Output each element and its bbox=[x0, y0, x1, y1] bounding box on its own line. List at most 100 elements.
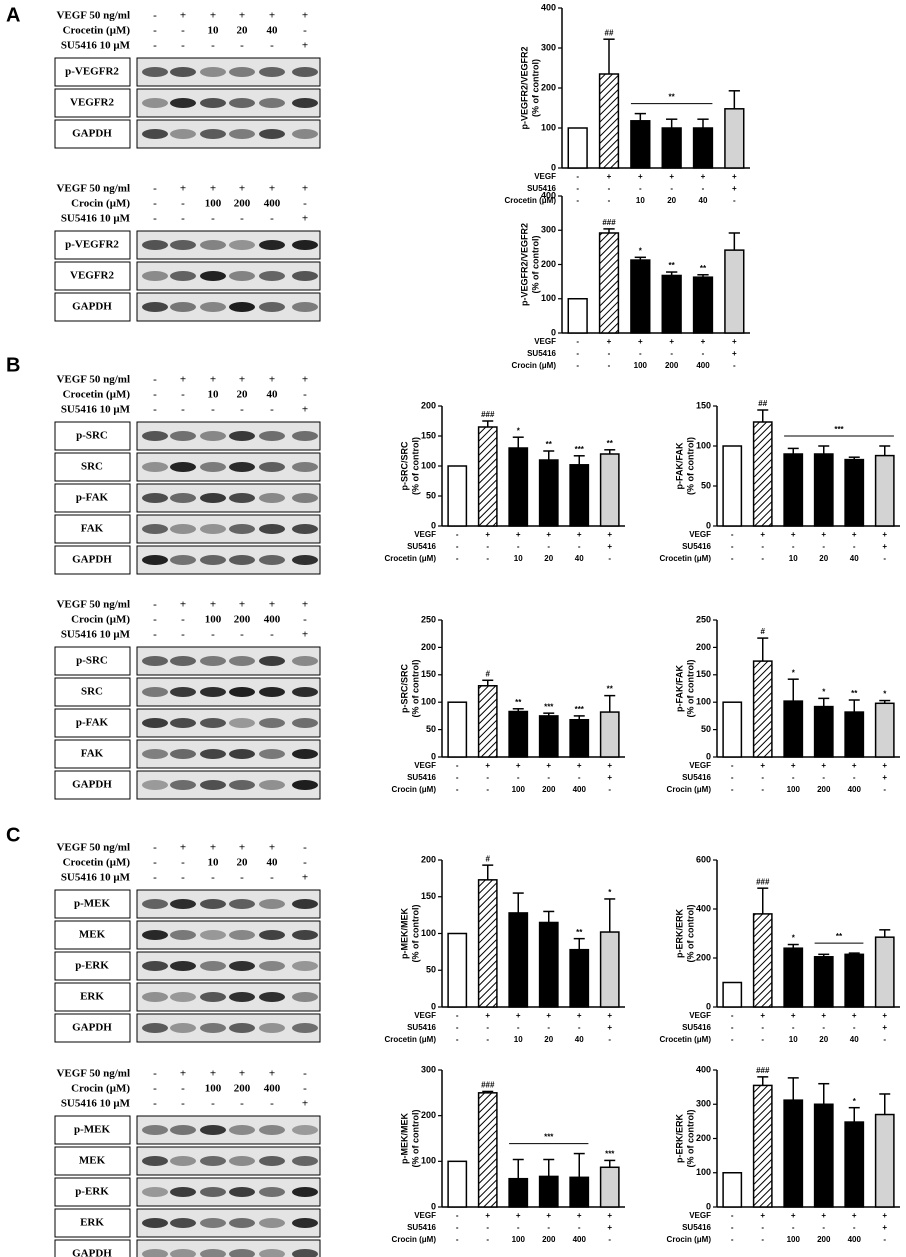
band bbox=[170, 240, 196, 250]
condition-label: VEGF 50 ng/ml bbox=[56, 842, 130, 854]
table-value: - bbox=[731, 1035, 734, 1044]
band bbox=[142, 271, 168, 281]
condition-value: - bbox=[303, 842, 307, 854]
band bbox=[200, 431, 226, 441]
table-value: - bbox=[731, 554, 734, 563]
band bbox=[292, 555, 318, 565]
table-row-label: Crocetin (μM) bbox=[384, 554, 436, 563]
table-value: + bbox=[852, 761, 857, 770]
table-value: + bbox=[760, 761, 765, 770]
band bbox=[170, 687, 196, 697]
band-label: GAPDH bbox=[72, 1248, 112, 1257]
table-value: - bbox=[639, 349, 642, 358]
condition-value: - bbox=[181, 213, 185, 225]
significance-label: ## bbox=[605, 28, 614, 37]
band bbox=[200, 555, 226, 565]
table-value: + bbox=[732, 349, 737, 358]
bar bbox=[630, 120, 651, 169]
y-tick-label: 200 bbox=[421, 1110, 436, 1120]
bar bbox=[447, 701, 468, 758]
y-tick-label: 50 bbox=[701, 724, 711, 734]
y-tick-label: 400 bbox=[541, 2, 556, 12]
condition-value: 400 bbox=[264, 1083, 281, 1095]
band bbox=[229, 1023, 255, 1033]
band-label-box bbox=[54, 230, 131, 260]
table-value: - bbox=[608, 1035, 611, 1044]
table-value: - bbox=[547, 1223, 550, 1232]
band-label-box bbox=[54, 708, 131, 738]
table-value: - bbox=[576, 184, 579, 193]
condition-value: + bbox=[239, 842, 245, 854]
band bbox=[259, 240, 285, 250]
y-tick-label: 150 bbox=[421, 430, 436, 440]
table-row-label: Crocetin (μM) bbox=[659, 1035, 711, 1044]
condition-value: - bbox=[181, 1098, 185, 1110]
table-value: 40 bbox=[850, 554, 859, 563]
y-tick-label: 150 bbox=[421, 891, 436, 901]
band-label: p-ERK bbox=[75, 960, 109, 972]
band-label: SRC bbox=[81, 686, 103, 698]
band bbox=[259, 687, 285, 697]
table-value: - bbox=[608, 361, 611, 370]
table-value: 200 bbox=[665, 361, 679, 370]
y-tick-label: 200 bbox=[696, 642, 711, 652]
band bbox=[229, 899, 255, 909]
band bbox=[259, 930, 285, 940]
table-value: - bbox=[578, 542, 581, 551]
condition-value: - bbox=[153, 857, 157, 869]
band bbox=[142, 493, 168, 503]
condition-value: - bbox=[211, 40, 215, 52]
significance-label: # bbox=[761, 627, 766, 636]
condition-value: - bbox=[181, 1083, 185, 1095]
band-label: GAPDH bbox=[72, 779, 112, 791]
table-value: 100 bbox=[787, 785, 801, 794]
condition-value: 100 bbox=[205, 614, 222, 626]
table-value: - bbox=[792, 542, 795, 551]
band bbox=[170, 555, 196, 565]
bar bbox=[722, 1172, 743, 1208]
table-value: + bbox=[791, 1011, 796, 1020]
band bbox=[292, 1249, 318, 1257]
condition-value: - bbox=[270, 404, 274, 416]
table-row-label: VEGF bbox=[534, 337, 556, 346]
condition-value: - bbox=[240, 872, 244, 884]
bar bbox=[722, 981, 743, 1008]
band bbox=[200, 899, 226, 909]
significance-label: *** bbox=[575, 705, 585, 714]
band bbox=[229, 462, 255, 472]
band bbox=[229, 1156, 255, 1166]
condition-value: 10 bbox=[208, 389, 220, 401]
condition-value: - bbox=[303, 389, 307, 401]
significance-label: ** bbox=[669, 261, 676, 270]
y-tick-label: 200 bbox=[421, 400, 436, 410]
condition-value: + bbox=[269, 183, 275, 195]
band-label-box bbox=[54, 951, 131, 981]
band bbox=[142, 780, 168, 790]
significance-label: * bbox=[608, 888, 612, 897]
bar bbox=[752, 421, 773, 527]
table-row-label: SU5416 bbox=[682, 773, 711, 782]
y-tick-label: 0 bbox=[706, 1001, 711, 1011]
band bbox=[142, 67, 168, 77]
table-value: - bbox=[578, 1223, 581, 1232]
band bbox=[170, 302, 196, 312]
condition-label: Crocin (μM) bbox=[71, 614, 130, 626]
condition-value: - bbox=[270, 872, 274, 884]
bar bbox=[508, 912, 529, 1008]
band bbox=[259, 555, 285, 565]
table-value: + bbox=[701, 337, 706, 346]
table-value: - bbox=[486, 1235, 489, 1244]
y-tick-label: 250 bbox=[421, 614, 436, 624]
blot-image bbox=[136, 1115, 321, 1145]
condition-value: - bbox=[153, 1098, 157, 1110]
table-value: - bbox=[761, 1023, 764, 1032]
condition-value: - bbox=[181, 198, 185, 210]
band bbox=[200, 271, 226, 281]
y-axis-label: (% of control) bbox=[410, 660, 420, 718]
band bbox=[200, 1187, 226, 1197]
band-label: SRC bbox=[81, 461, 103, 473]
table-value: 100 bbox=[512, 785, 526, 794]
bar bbox=[477, 685, 498, 758]
band-label-box bbox=[54, 292, 131, 322]
